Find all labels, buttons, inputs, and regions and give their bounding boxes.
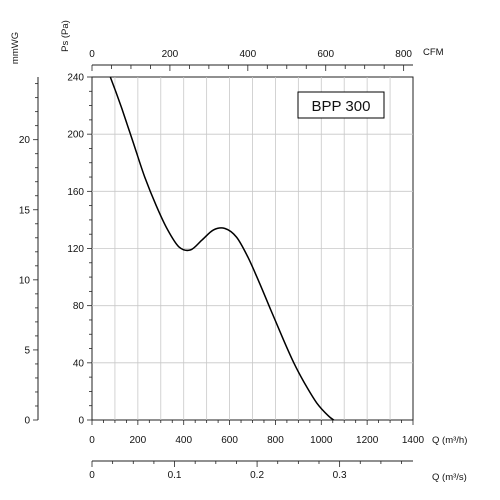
x-primary-tick-label: 800 — [267, 435, 284, 446]
x-primary-axis-label: Q (m³/h) — [432, 435, 467, 446]
x-primary-tick-label: 1400 — [402, 435, 425, 446]
legend-frame — [297, 91, 385, 119]
x-top-tick-label: 600 — [317, 49, 334, 60]
x-top-tick-label: 0 — [89, 49, 95, 60]
grid-layer — [91, 76, 414, 421]
y-secondary-tick-label: 15 — [19, 205, 31, 216]
y-primary-tick-label: 0 — [78, 416, 84, 427]
x-bottom-axis-label: Q (m³/s) — [432, 472, 467, 483]
x-primary-tick-label: 600 — [221, 435, 238, 446]
series-layer — [109, 76, 335, 421]
x-primary-tick-label: 0 — [89, 435, 95, 446]
x-top-tick-label: 200 — [162, 49, 179, 60]
y-secondary-tick-label: 0 — [24, 416, 30, 427]
y-primary-tick-label: 200 — [67, 130, 84, 141]
legend-box: BPP 300 — [297, 91, 385, 119]
y-secondary-tick-label: 10 — [19, 275, 31, 286]
x-bottom-tick-label: 0.2 — [250, 470, 264, 481]
x-top-tick-label: 400 — [239, 49, 256, 60]
x-primary-tick-label: 1000 — [310, 435, 333, 446]
y-axis-label-pa: Ps (Pa) — [60, 20, 71, 52]
y-primary-tick-label: 240 — [67, 73, 84, 84]
x-bottom-tick-label: 0 — [89, 470, 95, 481]
y-primary-tick-label: 120 — [67, 244, 84, 255]
x-bottom-tick-label: 0.3 — [333, 470, 347, 481]
y-primary-tick-label: 80 — [73, 301, 85, 312]
y-axis-label-mmwg: mmWG — [10, 32, 21, 64]
series-line-bpp-300 — [109, 76, 335, 421]
chart-title: BPP 300 — [312, 98, 371, 115]
y-secondary-tick-label: 20 — [19, 135, 31, 146]
x-primary-tick-label: 200 — [130, 435, 147, 446]
x-top-tick-label: 800 — [395, 49, 412, 60]
x-top-axis-label: CFM — [423, 47, 444, 58]
x-bottom-tick-label: 0.1 — [168, 470, 182, 481]
axis-layer: 0 200 400 600 800 1000 1200 1400040801201602002… — [19, 49, 425, 481]
x-primary-tick-label: 1200 — [356, 435, 379, 446]
x-primary-tick-label: 400 — [175, 435, 192, 446]
y-secondary-tick-label: 5 — [24, 345, 30, 356]
y-primary-tick-label: 160 — [67, 187, 84, 198]
y-primary-tick-label: 40 — [73, 358, 85, 369]
